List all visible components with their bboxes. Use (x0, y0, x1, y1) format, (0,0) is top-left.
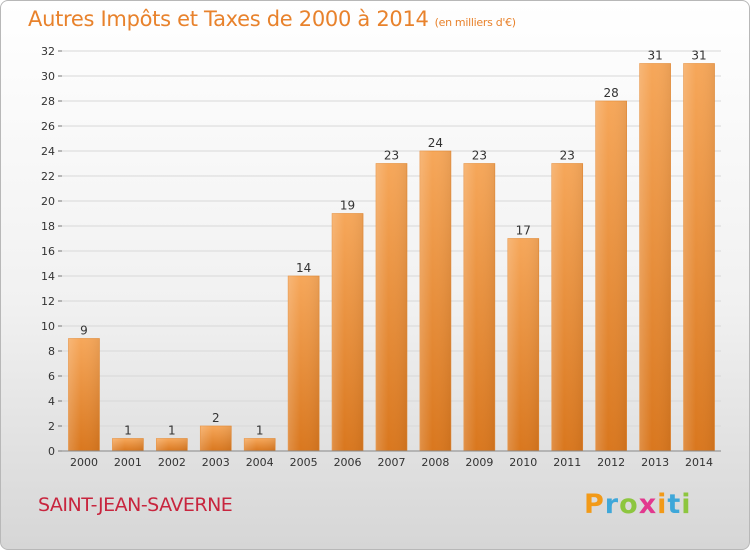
bar-shine (376, 163, 407, 451)
y-tick-label: 10 (41, 320, 55, 333)
y-tick-label: 8 (48, 345, 55, 358)
x-tick-label: 2011 (553, 456, 581, 469)
y-tick-label: 24 (41, 145, 55, 158)
data-label: 1 (168, 424, 176, 438)
data-label: 23 (560, 149, 575, 163)
logo-letter: r (604, 489, 620, 520)
data-label: 23 (472, 149, 487, 163)
x-tick-label: 2002 (158, 456, 186, 469)
y-tick-label: 16 (41, 245, 55, 258)
y-tick-label: 32 (41, 45, 55, 58)
data-label: 24 (428, 136, 443, 150)
y-tick-label: 28 (41, 95, 55, 108)
town-name: SAINT-JEAN-SAVERNE (38, 494, 233, 516)
logo-letter: P (584, 489, 605, 520)
bar-shine (200, 426, 232, 451)
chart-title-text: Autres Impôts et Taxes de 2000 à 2014 (28, 7, 429, 31)
data-label: 28 (604, 86, 619, 100)
bar-shine (288, 276, 320, 451)
x-tick-label: 2008 (421, 456, 449, 469)
bar-shine (639, 63, 671, 451)
bar-shine (595, 101, 627, 451)
data-labels: 9 1 1 2 1 14 19 23 24 23 17 23 28 31 31 (80, 49, 707, 438)
logo-letter: o (619, 489, 639, 520)
x-tick-label: 2009 (465, 456, 493, 469)
data-label: 14 (296, 261, 311, 275)
x-tick-label: 2012 (597, 456, 625, 469)
bar-shine (419, 151, 451, 451)
x-tick-label: 2001 (114, 456, 142, 469)
y-tick-label: 22 (41, 170, 55, 183)
y-tick-label: 12 (41, 295, 55, 308)
x-axis-ticks: 2000 2001 2002 2003 2004 2005 2006 2007 2008 2009… (70, 456, 713, 469)
x-tick-label: 2003 (202, 456, 230, 469)
bar-shine (156, 438, 188, 451)
bar-shine (683, 63, 715, 451)
y-tick-label: 4 (48, 395, 55, 408)
x-tick-label: 2013 (641, 456, 669, 469)
data-label: 17 (516, 224, 531, 238)
unit-note: (en milliers d'€) (434, 16, 516, 29)
x-tick-label: 2010 (509, 456, 537, 469)
y-tick-label: 26 (41, 120, 55, 133)
data-label: 31 (647, 49, 662, 63)
x-tick-label: 2000 (70, 456, 98, 469)
y-tick-label: 18 (41, 220, 55, 233)
logo-letter: t (667, 489, 682, 520)
bar-shine (332, 213, 364, 451)
bar-shine (463, 163, 495, 451)
logo-letter: x (638, 489, 658, 520)
data-label: 1 (256, 424, 264, 438)
data-label: 23 (384, 149, 399, 163)
logo-letter: i (657, 489, 668, 520)
bar-shine (112, 438, 144, 451)
x-tick-label: 2014 (685, 456, 713, 469)
bar-shine (507, 238, 539, 451)
y-tick-label: 14 (41, 270, 55, 283)
data-label: 2 (212, 411, 220, 425)
y-tick-label: 0 (48, 445, 55, 458)
x-tick-label: 2006 (334, 456, 362, 469)
data-label: 19 (340, 199, 355, 213)
bar-shine (244, 438, 276, 451)
x-tick-label: 2004 (246, 456, 274, 469)
data-label: 1 (124, 424, 132, 438)
bar-shine (551, 163, 583, 451)
x-tick-label: 2005 (290, 456, 318, 469)
y-tick-label: 20 (41, 195, 55, 208)
bar-shine (68, 338, 100, 451)
y-tick-label: 2 (48, 420, 55, 433)
bars (68, 63, 715, 452)
data-label: 9 (80, 324, 88, 338)
data-label: 31 (691, 49, 706, 63)
proxiti-logo[interactable]: Proxiti (584, 489, 692, 520)
logo-letter: i (681, 489, 692, 520)
x-tick-label: 2007 (378, 456, 406, 469)
y-tick-label: 6 (48, 370, 55, 383)
y-tick-label: 30 (41, 70, 55, 83)
chart-title: Autres Impôts et Taxes de 2000 à 2014 (en… (28, 7, 516, 31)
